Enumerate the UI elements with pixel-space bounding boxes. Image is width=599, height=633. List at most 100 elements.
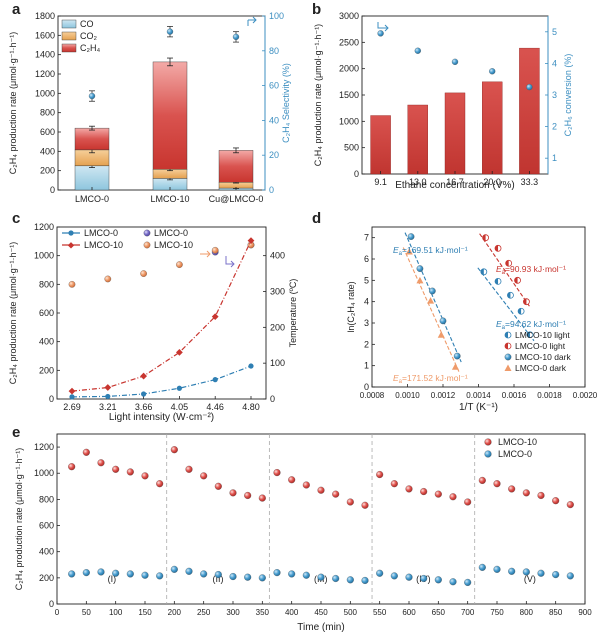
arrow-right-icon [200,250,211,258]
data-point [332,574,340,583]
legend-swatch [61,43,77,53]
data-point [478,476,486,484]
y-axis-label: ln(C₂H₄ rate) [346,281,356,332]
legend-marker [67,242,75,249]
conversion-point [526,83,533,91]
y2-tick-label: 4 [552,58,557,68]
y-tick-label: 1200 [34,222,54,232]
data-point [420,574,428,583]
temperature-point [211,246,219,254]
y2-tick-label: 100 [270,358,285,368]
fit-line [479,233,531,308]
y2-tick-label: 60 [269,81,279,91]
x-tick-label: 13.0 [409,177,427,187]
data-point [537,491,545,500]
activation-energy-label: Ea=171.52 kJ·mol⁻¹ [393,373,468,385]
panel-e: e 0 200 400 600 800 1000 1200 0 50 100 150 200 250 300… [12,424,592,633]
data-point [346,498,354,506]
bar [407,104,428,175]
data-point [428,287,436,295]
y-tick-label: 1500 [339,90,359,100]
legend-marker [68,230,74,236]
y-tick-label: 1200 [34,442,54,452]
selectivity-point [232,33,240,41]
x-tick-label: 20.0 [483,177,501,187]
data-point [552,497,560,505]
y2-tick-label: 300 [270,287,285,297]
x-tick-label: 500 [344,608,358,617]
x-tick-label: 3.66 [135,402,153,412]
data-point [97,568,105,576]
data-point [464,578,472,586]
data-point-fill [495,278,499,285]
panel-letter: b [312,1,321,18]
data-point-fill [526,331,530,338]
x-tick-label: 400 [285,608,299,617]
data-point [317,486,325,494]
x-tick-label: 700 [461,608,475,617]
y-tick-label: 7 [364,233,369,243]
x-tick-label: 0.0012 [431,391,456,400]
y2-tick-label: 0 [270,394,275,404]
bar-co [74,165,110,191]
y2-tick-label: 20 [269,150,279,160]
legend-label: LMCO-0 [154,228,188,238]
x-tick-label: 0.0018 [537,391,562,400]
data-point [68,387,76,395]
data-point-fill [514,277,518,284]
x-tick-label: 16.7 [446,177,464,187]
activation-energy-label: Ea=169.51 kJ·mol⁻¹ [393,245,468,257]
data-point-fill [480,268,484,275]
x-tick-label: LMCO-10 [150,194,189,204]
data-point [493,480,501,488]
conversion-point [414,47,421,54]
data-point [434,576,442,584]
data-point [508,485,516,493]
data-point [112,465,120,473]
y2-tick-label: 5 [552,27,557,37]
data-point [214,571,222,579]
data-point [156,480,164,488]
data-point [522,489,530,497]
legend-label: LMCO-0 [84,228,118,238]
cycle-label: (V) [524,574,536,584]
panel-letter: a [12,1,21,18]
x-tick-label: 4.05 [171,402,189,412]
legend-marker [143,229,151,237]
data-point [170,446,178,454]
legend-swatch [61,19,77,29]
data-point [104,384,112,391]
y-axis-label: C₂H₄ production rate (μmol·g⁻¹·h⁻¹) [313,24,323,166]
legend-marker-fill [505,343,508,349]
data-point [258,494,266,502]
bar [519,47,540,175]
data-point [361,576,369,585]
y-tick-label: 1000 [34,251,54,261]
x-tick-label: 0.0008 [360,391,385,400]
bar [444,92,466,175]
y-axis-label: C₂H₄ production rate (μmol·g⁻¹·h⁻¹) [8,242,18,384]
legend-marker [143,241,151,249]
legend-label: LMCO-10 [84,240,123,250]
y-tick-label: 1400 [35,50,55,60]
data-point [390,572,398,580]
legend-marker [504,353,512,361]
y-tick-label: 2 [364,339,369,349]
y-tick-label: 500 [344,143,359,153]
series-line [71,240,252,392]
y-tick-label: 800 [39,279,54,289]
x-tick-label: 550 [373,608,387,617]
data-point [346,576,354,584]
x-tick-label: 800 [520,608,534,617]
x-tick-label: 9.1 [374,177,387,187]
legend: CO CO₂ C₂H₄ [61,19,100,53]
data-point [453,352,461,360]
y-tick-label: 5 [364,275,369,285]
y2-tick-label: 100 [269,11,284,21]
panel-letter: c [12,210,20,227]
data-point [200,570,208,578]
y-tick-label: 0 [49,394,54,404]
y2-axis-label: C₂H₆ conversion (%) [563,54,573,137]
x-axis-label: Light intensity (W·cm⁻²) [109,412,214,423]
data-point [273,469,281,477]
